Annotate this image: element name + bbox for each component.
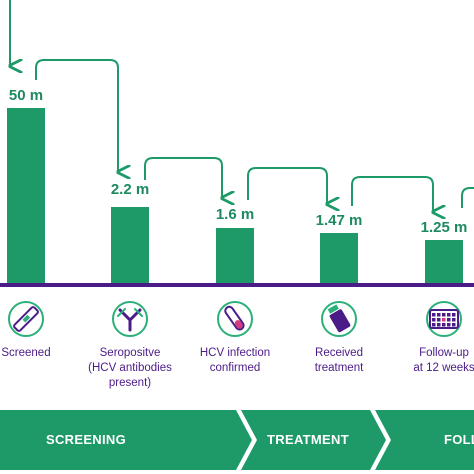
bar-value-label: 1.47 m [316, 212, 363, 229]
phase-label: TREATMENT [267, 432, 349, 447]
arrow-icon [144, 157, 222, 198]
bar-value-label: 50 m [9, 87, 43, 104]
stage-label: Follow-up at 12 weeks [413, 347, 474, 374]
bar-4 [320, 233, 358, 283]
bar-value-label: 1.6 m [216, 206, 254, 223]
calendar-icon [426, 301, 462, 337]
bar-1 [7, 108, 45, 283]
arrow-icon [35, 59, 118, 172]
test-strip-icon [8, 301, 44, 337]
stage-label: Seropositve (HCV antibodies present) [88, 347, 172, 389]
stage-label: Screened [1, 347, 50, 359]
baseline [0, 283, 474, 287]
phase-screening [0, 410, 252, 470]
bar-value-label: 2.2 m [111, 181, 149, 198]
medicine-vial-icon [321, 301, 357, 337]
stage-label: Received treatment [315, 347, 364, 374]
bar-3 [216, 228, 254, 283]
phase-label: SCREENING [46, 432, 126, 447]
antibody-icon [112, 301, 148, 337]
arrow-icon [351, 176, 433, 212]
bar-2 [111, 207, 149, 283]
stage-label: HCV infection confirmed [200, 347, 270, 374]
arrow-icon [461, 187, 474, 208]
phase-label: FOLLOW-UP [444, 432, 474, 447]
arrow-icon [247, 167, 327, 204]
test-tube-icon [217, 301, 253, 337]
phase-treatment [241, 410, 386, 470]
bar-5 [425, 240, 463, 283]
bar-value-label: 1.25 m [421, 219, 468, 236]
phase-follow-up [375, 410, 474, 470]
